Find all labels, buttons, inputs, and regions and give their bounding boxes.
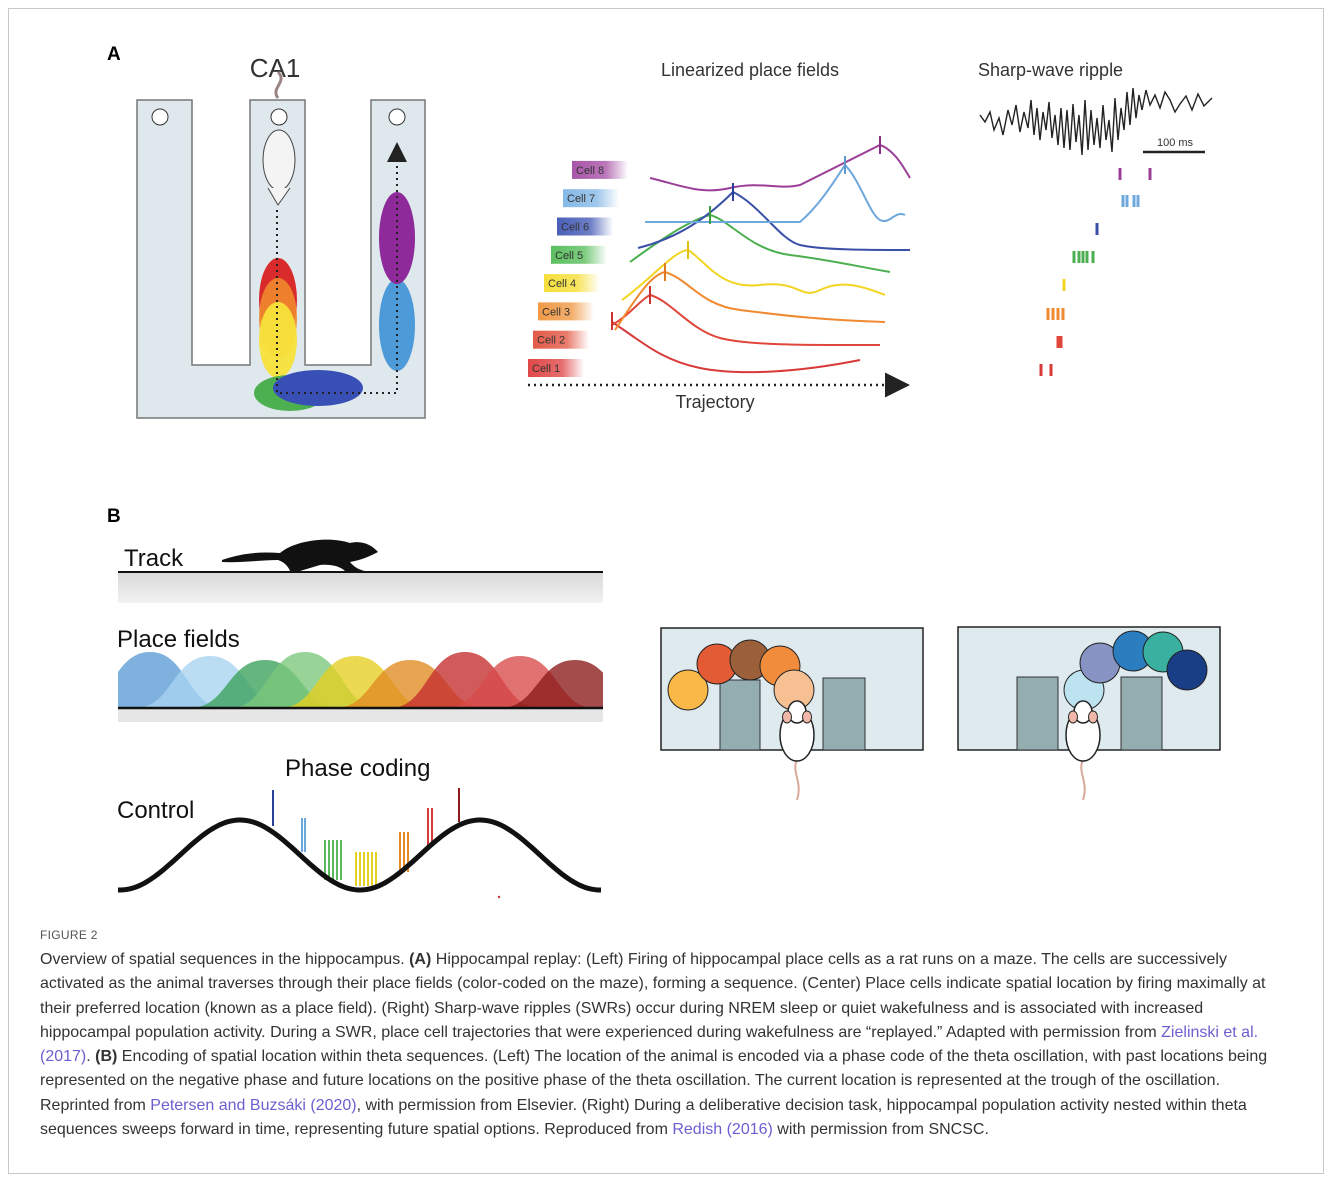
panel-label: B xyxy=(107,506,121,527)
place-fields-label: Place fields xyxy=(117,626,240,653)
panel-label: A xyxy=(107,44,121,65)
track xyxy=(118,572,603,603)
cell-label: Cell 2 xyxy=(537,335,565,347)
caption-b-label: (B) xyxy=(95,1048,117,1065)
rat-silhouette xyxy=(222,540,378,571)
mouse-ear xyxy=(1069,711,1078,723)
caption-intro: Overview of spatial sequences in the hip… xyxy=(40,951,409,968)
mouse-ear xyxy=(783,711,792,723)
mouse-ear xyxy=(1089,711,1098,723)
scale-bar-label: 100 ms xyxy=(1157,137,1194,149)
figure-label: FIGURE 2 xyxy=(40,928,1290,942)
mouse-tail xyxy=(1081,760,1084,800)
figure: A CA1 Linearized place fields Cell 1Cell… xyxy=(0,0,1330,920)
caption: FIGURE 2 Overview of spatial sequences i… xyxy=(40,928,1290,1142)
dot xyxy=(498,896,500,898)
cell-labels: Cell 1 Cell 2 Cell 3 Cell 4 Cell 5 Cell 6 Cell… xyxy=(528,161,628,377)
cell-label: Cell 3 xyxy=(542,306,570,318)
cell-label: Cell 5 xyxy=(555,250,583,262)
cell-label: Cell 8 xyxy=(576,165,604,177)
mouse-ear xyxy=(803,711,812,723)
ripple-raster xyxy=(1041,168,1150,376)
maze-title: CA1 xyxy=(250,53,301,83)
cell-label: Cell 6 xyxy=(561,222,589,234)
cell-label: Cell 1 xyxy=(532,363,560,375)
caption-text-part: with permission from SNCSC. xyxy=(773,1121,989,1138)
caption-a-label: (A) xyxy=(409,951,431,968)
cell-label: Cell 4 xyxy=(548,278,576,290)
reference-link[interactable]: Petersen and Buzsáki (2020) xyxy=(150,1097,356,1114)
place-fields-title: Linearized place fields xyxy=(661,60,839,80)
control-label: Control xyxy=(117,797,194,824)
place-field-curves xyxy=(612,136,910,372)
phase-coding-label: Phase coding xyxy=(285,755,430,782)
mouse-tail xyxy=(795,760,798,800)
ripple-title: Sharp-wave ripple xyxy=(978,60,1123,80)
caption-text-part: . xyxy=(86,1048,95,1065)
maze xyxy=(137,72,425,418)
caption-text: Overview of spatial sequences in the hip… xyxy=(40,948,1290,1142)
page: A CA1 Linearized place fields Cell 1Cell… xyxy=(0,0,1330,1182)
reference-link[interactable]: Redish (2016) xyxy=(672,1121,773,1138)
cell-label: Cell 7 xyxy=(567,193,595,205)
track-label: Track xyxy=(124,545,184,572)
axis-label: Trajectory xyxy=(675,392,754,412)
place-field-bumps xyxy=(75,652,650,708)
